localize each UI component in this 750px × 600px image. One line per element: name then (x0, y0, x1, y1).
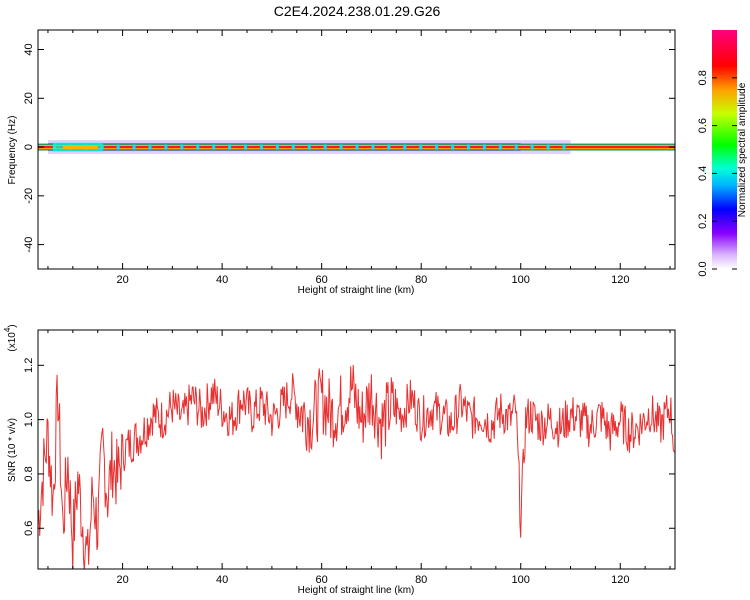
band-dot (164, 144, 168, 150)
band-dot (371, 144, 375, 150)
y-tick-label: 1.0 (23, 412, 35, 427)
band-dot (212, 144, 216, 150)
snr-x-label: Height of straight line (km) (298, 585, 415, 596)
x-tick-label: 80 (415, 274, 427, 286)
band-blob-core (62, 145, 98, 150)
y-tick-label: 0.6 (23, 521, 35, 536)
band-dot (148, 144, 152, 150)
colorbar-tick-label: 0.2 (697, 214, 709, 229)
snr-frame (37, 329, 676, 570)
x-tick-label: 20 (116, 274, 128, 286)
band-dot (244, 144, 248, 150)
band-dot (498, 144, 502, 150)
x-tick-label: 40 (216, 574, 228, 586)
x-tick-label: 20 (116, 574, 128, 586)
y-tick-label: 0 (23, 144, 35, 150)
y-tick-label: -20 (23, 188, 35, 204)
band-dot (530, 144, 534, 150)
snr-panel: 20 40 60 80 100 120 0.6 0.8 1.0 1.2 Height of str… (3, 324, 676, 596)
colorbar-label: Normalized spectral amplitude (737, 82, 748, 217)
band-dot (451, 144, 455, 150)
band-dot (259, 144, 263, 150)
spectrogram-band (38, 140, 675, 155)
snr-exponent-value: 4 (3, 327, 12, 332)
spectrogram-frame (37, 29, 676, 270)
band-dot (514, 144, 518, 150)
y-tick-label: 1.2 (23, 358, 35, 373)
band-dot (403, 144, 407, 150)
band-dot (132, 144, 136, 150)
band-dot (435, 144, 439, 150)
band-dot (116, 144, 120, 150)
y-tick-label: 0.8 (23, 466, 35, 481)
spectrogram-x-label: Height of straight line (km) (298, 285, 415, 296)
colorbar: 0.0 0.2 0.4 0.6 0.8 Normalized spectral ampl… (697, 30, 748, 277)
snr-exponent-label: (x104) (3, 324, 18, 351)
y-tick-label: 20 (23, 92, 35, 104)
spectrogram-panel: 20 40 60 80 100 120 40 20 0 -20 -40 Height of stra… (7, 29, 676, 296)
colorbar-gradient (712, 30, 737, 269)
band-dot (419, 144, 423, 150)
band-dot (355, 144, 359, 150)
y-tick-label: -40 (23, 237, 35, 253)
band-dot (387, 144, 391, 150)
band-dot (562, 144, 566, 150)
band-dot (196, 144, 200, 150)
x-tick-label: 60 (316, 574, 328, 586)
band-dot (291, 144, 295, 150)
colorbar-ticks: 0.0 0.2 0.4 0.6 0.8 (697, 70, 737, 277)
colorbar-tick-label: 0.0 (697, 261, 709, 276)
snr-y-label: SNR (10 * v/v) (7, 418, 18, 482)
snr-axes: 20 40 60 80 100 120 0.6 0.8 1.0 1.2 (23, 330, 675, 586)
band-dot (482, 144, 486, 150)
snr-series-line (38, 364, 675, 569)
figure-title: C2E4.2024.238.01.29.G26 (274, 3, 441, 19)
band-dot (339, 144, 343, 150)
colorbar-tick-label: 0.8 (697, 70, 709, 85)
x-tick-label: 120 (611, 274, 629, 286)
band-dot (307, 144, 311, 150)
colorbar-tick-label: 0.4 (697, 166, 709, 181)
y-tick-label: 40 (23, 43, 35, 55)
x-tick-label: 100 (512, 274, 530, 286)
spectrogram-y-label: Frequency (Hz) (7, 116, 18, 185)
x-tick-label: 60 (316, 274, 328, 286)
band-dot (228, 144, 232, 150)
colorbar-tick-label: 0.6 (697, 118, 709, 133)
x-tick-label: 40 (216, 274, 228, 286)
band-dot (466, 144, 470, 150)
band-dot (275, 144, 279, 150)
x-tick-label: 80 (415, 574, 427, 586)
spectrogram-axes: 20 40 60 80 100 120 40 20 0 -20 -40 (23, 30, 675, 286)
x-tick-label: 100 (512, 574, 530, 586)
x-tick-label: 120 (611, 574, 629, 586)
band-dot (180, 144, 184, 150)
snr-exponent-close: ) (7, 324, 18, 327)
band-dot (323, 144, 327, 150)
band-dot (546, 144, 550, 150)
snr-exponent-text: (x10 (7, 332, 18, 352)
